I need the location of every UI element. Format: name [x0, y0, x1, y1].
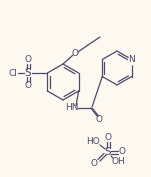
Text: HO: HO: [86, 138, 100, 147]
Text: O: O: [24, 56, 32, 64]
Text: HN: HN: [65, 104, 79, 113]
Text: O: O: [90, 158, 98, 167]
Text: O: O: [95, 116, 103, 124]
Text: N: N: [128, 55, 135, 64]
Text: Cl: Cl: [9, 68, 17, 78]
Text: OH: OH: [111, 158, 125, 167]
Text: S: S: [25, 68, 31, 78]
Text: O: O: [24, 81, 32, 90]
Text: O: O: [104, 133, 111, 142]
Text: S: S: [105, 147, 111, 157]
Text: O: O: [119, 147, 125, 156]
Text: O: O: [72, 48, 79, 58]
